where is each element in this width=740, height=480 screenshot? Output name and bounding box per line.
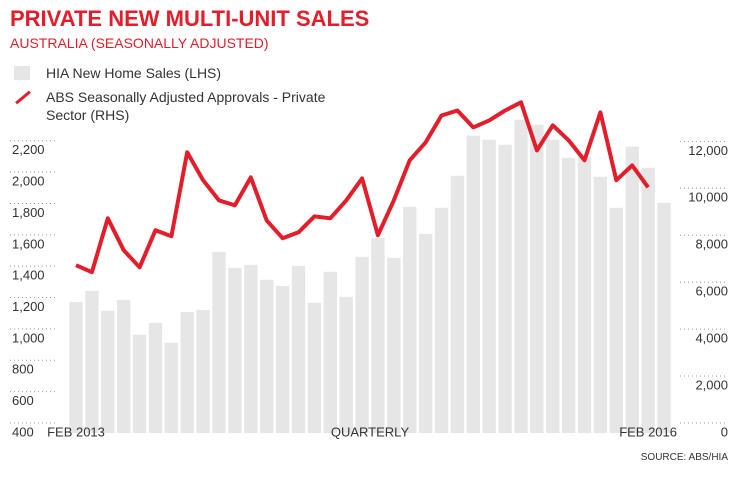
legend: HIA New Home Sales (LHS) ABS Seasonally A… bbox=[14, 64, 336, 130]
x-axis-label: QUARTERLY bbox=[331, 424, 410, 439]
y-tick-label: 1,400 bbox=[12, 268, 45, 283]
y-tick-label: 1,800 bbox=[12, 205, 45, 220]
bar bbox=[212, 251, 226, 433]
y-tick-label: 600 bbox=[12, 393, 34, 408]
bar bbox=[387, 257, 401, 433]
bar bbox=[466, 135, 480, 433]
bar bbox=[418, 233, 433, 433]
bar bbox=[371, 237, 385, 433]
bar bbox=[275, 285, 290, 433]
chart-subtitle: AUSTRALIA (SEASONALLY ADJUSTED) bbox=[10, 35, 269, 51]
y-tick-label: 1,600 bbox=[12, 236, 45, 251]
bar bbox=[148, 322, 163, 433]
y2-tick-label: 6,000 bbox=[695, 284, 728, 299]
legend-label: HIA New Home Sales (LHS) bbox=[46, 65, 222, 81]
bar bbox=[323, 271, 337, 433]
bar bbox=[244, 264, 258, 433]
bar bbox=[260, 279, 274, 433]
y-tick-label: 800 bbox=[12, 362, 34, 377]
y-tick-label: 2,200 bbox=[12, 142, 45, 157]
legend-item: HIA New Home Sales (LHS) bbox=[14, 64, 336, 82]
bar bbox=[69, 301, 83, 433]
bar bbox=[434, 207, 449, 433]
bar bbox=[450, 175, 465, 433]
bar bbox=[228, 267, 242, 433]
bar bbox=[355, 256, 369, 433]
y2-tick-label: 12,000 bbox=[688, 143, 728, 158]
bar bbox=[307, 302, 322, 433]
bar bbox=[609, 207, 623, 433]
bar bbox=[180, 311, 194, 433]
bar bbox=[530, 124, 544, 433]
bar bbox=[546, 139, 560, 433]
y2-tick-label: 8,000 bbox=[695, 237, 728, 252]
source: SOURCE: ABS/HIA bbox=[640, 452, 728, 463]
line bbox=[75, 100, 650, 275]
x-tick-label: FEB 2016 bbox=[619, 424, 677, 439]
y-tick-label: 2,000 bbox=[12, 174, 45, 189]
bar bbox=[403, 206, 417, 433]
bar bbox=[85, 290, 99, 433]
legend-swatch bbox=[15, 90, 31, 105]
bar bbox=[164, 342, 179, 433]
bar bbox=[498, 144, 512, 433]
legend-item: ABS Seasonally Adjusted Approvals - Priv… bbox=[14, 88, 336, 124]
bar bbox=[482, 139, 496, 433]
bar bbox=[593, 176, 608, 433]
bar bbox=[514, 119, 528, 433]
bar bbox=[561, 157, 576, 433]
x-tick-label: FEB 2013 bbox=[47, 424, 105, 439]
legend-swatch bbox=[14, 66, 30, 80]
bar bbox=[577, 156, 592, 433]
y2-tick-label: 10,000 bbox=[688, 190, 728, 205]
bar bbox=[641, 167, 655, 434]
bar bbox=[657, 202, 671, 433]
y-tick-label: 400 bbox=[12, 424, 34, 439]
bar bbox=[339, 296, 353, 433]
bar bbox=[132, 334, 147, 433]
y2-tick-label: 0 bbox=[721, 424, 728, 439]
bar bbox=[117, 299, 131, 433]
y-tick-label: 1,000 bbox=[12, 330, 45, 345]
y2-tick-label: 2,000 bbox=[695, 377, 728, 392]
bar bbox=[625, 146, 639, 433]
y-tick-label: 1,200 bbox=[12, 299, 45, 314]
bar bbox=[291, 265, 306, 433]
legend-label: ABS Seasonally Adjusted Approvals - Priv… bbox=[46, 89, 326, 123]
chart-title: PRIVATE NEW MULTI-UNIT SALES bbox=[10, 6, 370, 31]
y2-tick-label: 4,000 bbox=[695, 331, 728, 346]
bar bbox=[101, 310, 115, 433]
bar bbox=[196, 309, 210, 433]
